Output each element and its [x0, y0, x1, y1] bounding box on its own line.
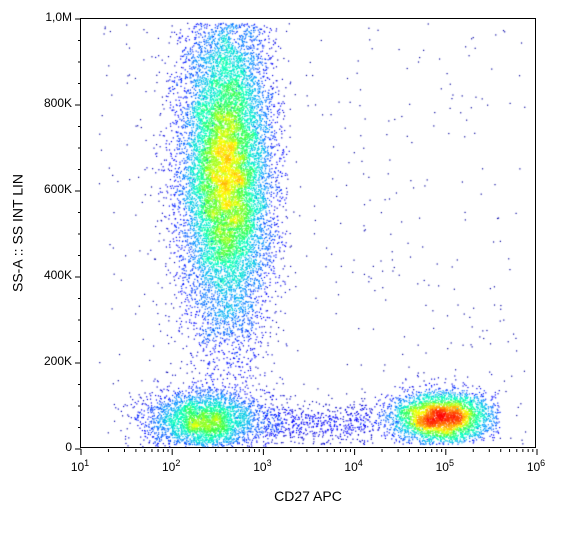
x-tick-label: 102: [156, 458, 186, 474]
x-tick-label: 104: [339, 458, 369, 474]
y-tick-label: 400K: [44, 268, 72, 282]
x-axis-label: CD27 APC: [248, 488, 368, 504]
x-tick-label: 105: [430, 458, 460, 474]
y-tick-label: 800K: [44, 96, 72, 110]
x-tick-label: 101: [65, 458, 95, 474]
x-tick-label: 106: [521, 458, 551, 474]
y-tick-label: 1,0M: [45, 10, 72, 24]
y-tick-label: 0: [65, 440, 72, 454]
y-tick-label: 600K: [44, 182, 72, 196]
x-tick-label: 103: [247, 458, 277, 474]
figure: SS-A :: SS INT LIN CD27 APC 0 200K 400K 600…: [0, 0, 574, 537]
y-tick-label: 200K: [44, 354, 72, 368]
plot-area: [80, 18, 536, 448]
y-axis-label: SS-A :: SS INT LIN: [9, 174, 25, 292]
scatter-canvas: [81, 19, 537, 449]
